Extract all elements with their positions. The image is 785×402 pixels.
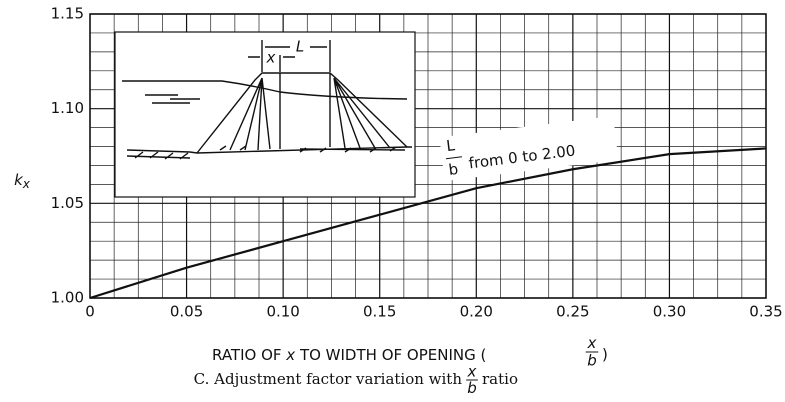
inset-label: x [266, 49, 276, 67]
y-axis-label: kx [14, 171, 31, 191]
fraction-denominator: b [587, 352, 597, 370]
x-tick-label: 0.25 [556, 303, 589, 321]
x-tick-label: 0.10 [266, 303, 299, 321]
annotation-numerator: L [445, 136, 456, 155]
x-tick-label: 0.35 [749, 303, 782, 321]
y-tick-label: 1.10 [51, 99, 84, 117]
fraction-numerator: x [467, 363, 477, 381]
x-label-part: TO WIDTH OF OPENING ( [295, 346, 486, 364]
x-tick-label: 0.20 [460, 303, 493, 321]
caption: C. Adjustment factor variation with [194, 370, 463, 388]
y-label-main: k [14, 171, 24, 189]
x-axis-label: RATIO OF x TO WIDTH OF OPENING ( [212, 346, 486, 364]
x-label-part: RATIO OF [212, 346, 286, 364]
annotation-denominator: b [448, 160, 460, 179]
y-tick-label: 1.15 [51, 5, 84, 23]
curve [89, 147, 767, 300]
x-axis-label-end: ) [602, 346, 608, 364]
y-tick-label: 1.00 [51, 289, 84, 307]
y-tick-label: 1.05 [51, 194, 84, 212]
caption-end: ratio [482, 370, 518, 388]
fraction-numerator: x [587, 334, 597, 352]
x-label-part: x [285, 346, 295, 364]
inset-label: L [296, 38, 304, 56]
annotation-bg [439, 116, 619, 182]
y-label-subscript: x [22, 177, 31, 191]
fraction-denominator: b [467, 379, 477, 397]
inset-diagram [114, 31, 416, 198]
annotation: Lb from 0 to 2.00 [439, 116, 619, 182]
annotation-bar [445, 156, 462, 160]
plot-frame [89, 13, 767, 299]
x-tick-label: 0.30 [653, 303, 686, 321]
x-tick-label: 0 [85, 303, 95, 321]
x-tick-label: 0.15 [363, 303, 396, 321]
x-tick-label: 0.05 [170, 303, 203, 321]
